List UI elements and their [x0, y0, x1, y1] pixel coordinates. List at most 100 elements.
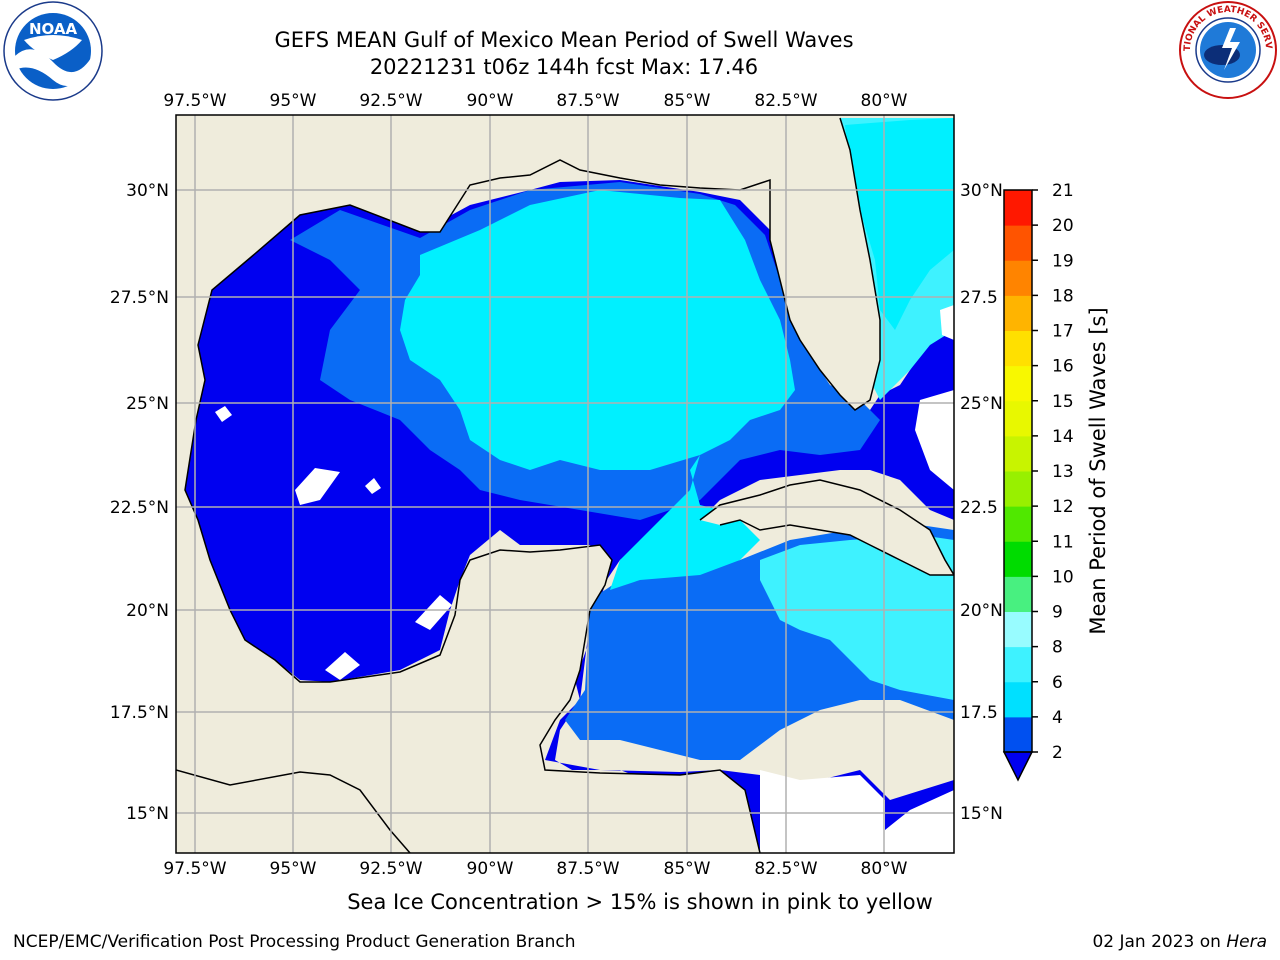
- colorbar-tick-label: 10: [1052, 567, 1074, 587]
- colorbar-segment: [1004, 681, 1032, 718]
- map-area: [176, 115, 954, 853]
- florida-land: [770, 118, 880, 410]
- lat-labels-right: 30°N 27.5 25°N 22.5 20°N 17.5 15°N: [960, 181, 1003, 824]
- lat-label: 27.5°N: [110, 288, 169, 308]
- lat-label: 20°N: [960, 601, 1003, 621]
- nws-logo: NATIONAL WEATHER SERVICE: [1178, 0, 1277, 99]
- colorbar-segment: [1004, 716, 1032, 753]
- yucatan-land: [176, 545, 760, 853]
- colorbar-extension: [1002, 751, 1034, 782]
- graticule: [176, 115, 954, 853]
- missing-data-patch: [325, 652, 360, 680]
- lon-label: 95°W: [270, 859, 317, 879]
- lat-label: 30°N: [126, 181, 169, 201]
- lon-label: 85°W: [664, 859, 711, 879]
- lon-label: 82.5°W: [754, 859, 817, 879]
- colorbar-tick-label: 4: [1052, 708, 1063, 728]
- map-subtitle: 20221231 t06z 144h fcst Max: 17.46: [369, 55, 759, 79]
- colorbar-tick-label: 18: [1052, 286, 1074, 306]
- lon-labels-top: 97.5°W 95°W 92.5°W 90°W 87.5°W 85°W 82.5…: [163, 91, 907, 111]
- lon-label: 82.5°W: [754, 91, 817, 111]
- colorbar-tick-label: 2: [1052, 743, 1063, 763]
- colorbar-segment: [1004, 295, 1032, 331]
- lon-label: 85°W: [664, 91, 711, 111]
- missing-data-patch: [760, 770, 954, 853]
- coastlines: [176, 117, 954, 853]
- lon-label: 97.5°W: [163, 859, 226, 879]
- colorbar-segment: [1004, 576, 1032, 612]
- missing-data-patch: [415, 595, 452, 630]
- colorbar-tick-label: 20: [1052, 216, 1074, 236]
- noaa-logo-text: NOAA: [29, 20, 78, 38]
- lon-label: 80°W: [861, 91, 908, 111]
- lon-label: 92.5°W: [359, 91, 422, 111]
- lat-label: 15°N: [126, 804, 169, 824]
- lat-label: 17.5: [960, 703, 998, 723]
- colorbar-tick-label: 19: [1052, 251, 1074, 271]
- colorbar-segment: [1004, 435, 1032, 472]
- map-title: GEFS MEAN Gulf of Mexico Mean Period of …: [274, 28, 854, 52]
- colorbar-tick-label: 16: [1052, 357, 1074, 377]
- colorbar: 2 4 6 8 9 10 11 12 13 14 15 16 17 18 19 20 21: [1002, 181, 1074, 782]
- lat-label: 20°N: [126, 601, 169, 621]
- colorbar-tick-label: 9: [1052, 603, 1063, 623]
- sea-ice-note: Sea Ice Concentration > 15% is shown in …: [347, 890, 933, 914]
- colorbar-tick-label: 21: [1052, 181, 1074, 201]
- colorbar-segment: [1004, 190, 1032, 226]
- caribbean-cyan-region: [760, 535, 954, 700]
- missing-data-patch: [915, 390, 954, 490]
- lon-label: 87.5°W: [556, 91, 619, 111]
- colorbar-tick-label: 15: [1052, 392, 1074, 412]
- lat-label: 25°N: [126, 394, 169, 414]
- lon-label: 92.5°W: [359, 859, 422, 879]
- lon-label: 95°W: [270, 91, 317, 111]
- lon-label: 87.5°W: [556, 859, 619, 879]
- colorbar-segment: [1004, 541, 1032, 577]
- colorbar-tick-label: 12: [1052, 497, 1074, 517]
- colorbar-tick-label: 8: [1052, 638, 1063, 658]
- missing-data-patch: [940, 305, 954, 340]
- colorbar-segment: [1004, 225, 1032, 261]
- lat-label: 17.5°N: [110, 703, 169, 723]
- missing-data-patch: [215, 406, 232, 422]
- colorbar-segment: [1004, 506, 1032, 542]
- lon-label: 90°W: [467, 859, 514, 879]
- lat-labels-left: 30°N 27.5°N 25°N 22.5°N 20°N 17.5°N 15°N: [110, 181, 169, 824]
- colorbar-segment: [1004, 330, 1032, 367]
- gulf-cyan-region: [400, 190, 795, 590]
- lon-label: 97.5°W: [163, 91, 226, 111]
- colorbar-segment: [1004, 646, 1032, 683]
- lon-label: 90°W: [467, 91, 514, 111]
- colorbar-tick-label: 14: [1052, 427, 1074, 447]
- lat-label: 15°N: [960, 804, 1003, 824]
- colorbar-label: Mean Period of Swell Waves [s]: [1086, 307, 1110, 634]
- lat-label: 22.5°N: [110, 498, 169, 518]
- colorbar-tick-label: 6: [1052, 673, 1063, 693]
- colorbar-tick-label: 11: [1052, 532, 1074, 552]
- footer-date-text: 02 Jan 2023 on: [1092, 932, 1227, 952]
- missing-data-patch: [295, 468, 340, 505]
- lat-label: 25°N: [960, 394, 1003, 414]
- colorbar-segment: [1004, 365, 1032, 402]
- colorbar-tick-label: 13: [1052, 462, 1074, 482]
- lat-label: 22.5: [960, 498, 998, 518]
- lat-label: 30°N: [960, 181, 1003, 201]
- map-frame: [175, 114, 955, 854]
- footer-machine: Hera: [1226, 932, 1267, 952]
- colorbar-segment: [1004, 471, 1032, 507]
- footer-date: 02 Jan 2023 on Hera: [1092, 932, 1267, 952]
- cuba-land: [700, 480, 954, 575]
- lon-labels-bottom: 97.5°W 95°W 92.5°W 90°W 87.5°W 85°W 82.5…: [163, 859, 907, 879]
- colorbar-segment: [1004, 611, 1032, 648]
- footer-credit: NCEP/EMC/Verification Post Processing Pr…: [13, 932, 576, 952]
- noaa-logo: NOAA: [3, 1, 103, 101]
- lat-label: 27.5: [960, 288, 998, 308]
- colorbar-tick-label: 17: [1052, 322, 1074, 342]
- atlantic-lightcyan-region: [845, 118, 954, 330]
- missing-data-patch: [365, 478, 381, 494]
- lon-label: 80°W: [861, 859, 908, 879]
- colorbar-segment: [1004, 260, 1032, 296]
- us-coast-land: [176, 118, 840, 500]
- colorbar-segment: [1004, 400, 1032, 437]
